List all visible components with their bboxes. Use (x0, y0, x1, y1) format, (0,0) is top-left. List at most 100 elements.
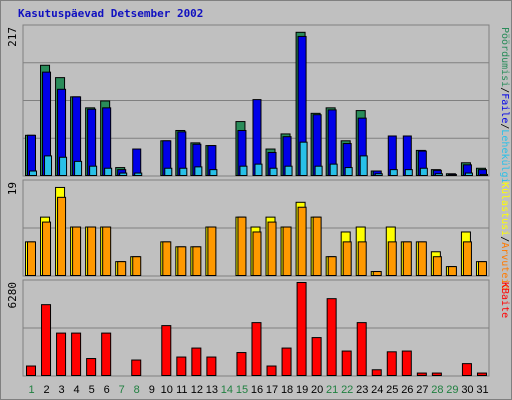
legend-entry: KBaite (499, 282, 510, 318)
pages-bar (209, 169, 218, 176)
sites-bar (447, 266, 457, 276)
day-tick-label: 6 (104, 384, 110, 396)
kbytes-bar (431, 372, 442, 376)
pages-bar (374, 173, 383, 177)
pages-bar (194, 166, 203, 177)
sites-bar (102, 226, 112, 277)
day-tick-label: 29 (446, 384, 458, 396)
sites-bar (477, 261, 487, 277)
legend-entry: Külastusi (499, 182, 510, 236)
legend: Pöördumisi/Faile/Lehekülgi (499, 27, 510, 184)
kbytes-bar (26, 365, 36, 376)
sites-bar (357, 241, 367, 277)
kbytes-bar (101, 332, 112, 376)
sites-bar (342, 241, 352, 277)
kbytes-bar (311, 337, 322, 376)
pages-bar (284, 165, 293, 176)
legend-entry: Arvuteid (499, 242, 510, 290)
sites-bar (372, 271, 382, 277)
day-tick-label: 2 (43, 384, 49, 396)
kbytes-bar (281, 347, 292, 377)
legend-entry: Faile (499, 93, 510, 123)
pages-bar (434, 173, 443, 177)
kbytes-bar (161, 325, 172, 376)
sites-bar (297, 206, 307, 277)
day-tick-label: 27 (416, 384, 428, 396)
day-tick-label: 18 (281, 384, 293, 396)
sites-bar (207, 226, 217, 277)
legend-entry: Lehekülgi (499, 129, 510, 183)
pages-bar (269, 167, 278, 177)
day-tick-label: 13 (206, 384, 218, 396)
kbytes-bar (341, 350, 352, 376)
sites-bar (42, 221, 52, 276)
y-max-label: 217 (6, 27, 19, 47)
day-tick-label: 7 (119, 384, 125, 396)
pages-bar (389, 169, 398, 176)
files-bar (27, 134, 36, 177)
kbytes-bar (401, 350, 412, 376)
kbytes-bar (386, 351, 397, 377)
kbytes-bar (461, 363, 472, 376)
sites-bar (267, 221, 277, 276)
pages-bar (314, 165, 323, 176)
legend: Külastusi/Arvuteid (499, 182, 510, 290)
sites-bar (327, 256, 337, 277)
day-tick-label: 28 (431, 384, 443, 396)
day-tick-label: 9 (149, 384, 155, 396)
kbytes-bar (56, 332, 67, 376)
pages-bar (104, 167, 113, 177)
files-bar (87, 108, 97, 176)
day-tick-label: 23 (356, 384, 368, 396)
y-max-label: 6280 (6, 282, 19, 309)
sites-bar (432, 256, 442, 277)
chart-title: Kasutuspäevad Detsember 2002 (18, 7, 203, 20)
sites-bar (387, 241, 397, 277)
legend-entry: Pöördumisi (499, 27, 510, 87)
sites-bar (237, 216, 247, 276)
kbytes-bar (416, 372, 427, 376)
kbytes-bar (326, 298, 337, 377)
day-tick-label: 22 (341, 384, 353, 396)
sites-bar (402, 241, 412, 277)
day-tick-label: 12 (191, 384, 203, 396)
day-tick-label: 16 (251, 384, 263, 396)
sites-bar (177, 246, 187, 277)
day-tick-label: 21 (326, 384, 338, 396)
day-tick-label: 11 (176, 384, 187, 396)
day-tick-label: 25 (386, 384, 398, 396)
kbytes-bar (191, 347, 202, 377)
day-tick-label: 24 (371, 384, 383, 396)
files-bar (447, 173, 457, 177)
pages-bar (119, 172, 128, 176)
legend-separator: / (499, 87, 510, 93)
kbytes-bar (476, 372, 487, 376)
day-tick-label: 1 (28, 384, 34, 396)
pages-bar (134, 172, 143, 176)
pages-bar (479, 173, 488, 177)
legend-separator: / (499, 123, 510, 129)
sites-bar (27, 241, 36, 277)
pages-bar (164, 167, 173, 177)
pages-bar (359, 155, 368, 177)
kbytes-bar (356, 322, 367, 377)
kbytes-bar (41, 304, 52, 376)
pages-bar (29, 170, 37, 176)
pages-bar (239, 165, 248, 176)
kbytes-bar (266, 365, 277, 376)
sites-bar (57, 196, 67, 276)
day-tick-label: 20 (311, 384, 323, 396)
legend: KBaite (499, 282, 510, 318)
pages-bar (299, 141, 308, 176)
kbytes-bar (86, 358, 97, 376)
pages-bar (329, 163, 338, 176)
sites-bar (72, 226, 82, 277)
day-tick-label: 10 (161, 384, 173, 396)
day-tick-label: 15 (236, 384, 248, 396)
kbytes-bar (206, 356, 217, 377)
kbytes-bar (251, 322, 262, 377)
sites-bar (192, 246, 202, 277)
kbytes-bar (131, 359, 142, 377)
pages-bar (344, 167, 353, 176)
